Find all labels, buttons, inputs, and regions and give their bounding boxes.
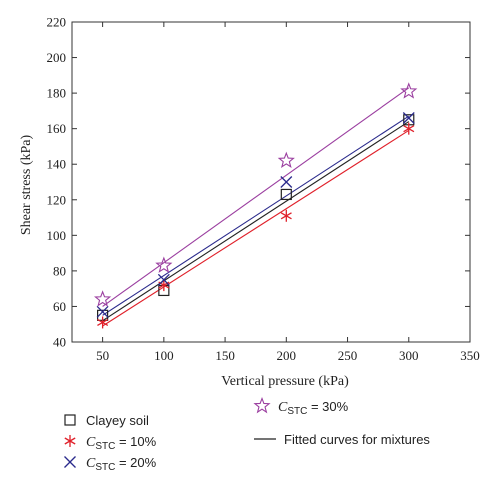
y-tick-label: 180 — [47, 86, 67, 101]
data-point-stc20 — [402, 112, 415, 124]
y-tick-label: 120 — [47, 192, 67, 207]
x-tick-label: 150 — [215, 348, 235, 363]
x-tick-label: 200 — [277, 348, 297, 363]
legend-label-stc30: CSTC = 30% — [278, 399, 349, 417]
x-tick-label: 50 — [96, 348, 109, 363]
legend-marker-stc30 — [253, 396, 271, 414]
y-tick-label: 60 — [53, 299, 66, 314]
x-tick-label: 300 — [399, 348, 419, 363]
legend-label-stc20: CSTC = 20% — [86, 455, 157, 473]
x-axis-title: Vertical pressure (kPa) — [221, 374, 349, 389]
fit-line-stc20 — [102, 115, 410, 316]
fit-line-stc10 — [102, 129, 410, 327]
fit-line-clayey — [102, 121, 410, 322]
data-point-stc30 — [277, 151, 295, 168]
data-point-stc20 — [157, 273, 170, 286]
y-tick-label: 100 — [47, 228, 67, 243]
legend-label-fitted: Fitted curves for mixtures — [284, 432, 430, 447]
y-tick-label: 140 — [47, 157, 67, 172]
legend: Clayey soil CSTC = 10% CSTC = 20% CSTC = 30… — [64, 396, 430, 473]
data-markers — [94, 82, 418, 329]
fit-lines — [102, 87, 410, 327]
legend-label-stc10: CSTC = 10% — [86, 434, 157, 452]
legend-marker-stc20 — [64, 456, 76, 468]
x-tick-label: 350 — [460, 348, 480, 363]
legend-item-stc30: CSTC = 30% — [253, 396, 349, 417]
data-point-stc20 — [280, 176, 293, 188]
legend-item-clayey: Clayey soil — [64, 413, 149, 428]
data-point-stc10 — [403, 122, 415, 135]
plot-frame — [71, 21, 471, 343]
data-point-stc30 — [94, 290, 112, 307]
legend-label-clayey: Clayey soil — [86, 413, 149, 428]
data-point-clayey — [280, 188, 292, 201]
legend-item-stc20: CSTC = 20% — [64, 455, 157, 473]
plot-area — [71, 21, 471, 343]
x-tick-label: 250 — [338, 348, 358, 363]
data-point-stc30 — [155, 256, 173, 273]
y-tick-label: 160 — [47, 121, 67, 136]
data-point-stc10 — [97, 316, 109, 329]
legend-marker-stc10 — [64, 435, 76, 447]
data-point-stc10 — [280, 209, 292, 222]
y-tick-label: 40 — [53, 335, 66, 350]
legend-item-fitted: Fitted curves for mixtures — [254, 432, 430, 447]
legend-item-stc10: CSTC = 10% — [64, 434, 157, 452]
y-tick-label: 80 — [53, 263, 66, 278]
data-point-stc20 — [96, 305, 109, 318]
data-point-stc30 — [400, 82, 418, 99]
fit-line-stc30 — [102, 87, 410, 307]
axes: Vertical pressure (kPa) Shear stress (kP… — [19, 15, 480, 390]
x-tick-label: 100 — [154, 348, 174, 363]
y-tick-label: 220 — [47, 15, 67, 30]
y-axis-title: Shear stress (kPa) — [19, 135, 34, 236]
legend-marker-clayey — [64, 414, 76, 426]
y-tick-label: 200 — [47, 50, 67, 65]
